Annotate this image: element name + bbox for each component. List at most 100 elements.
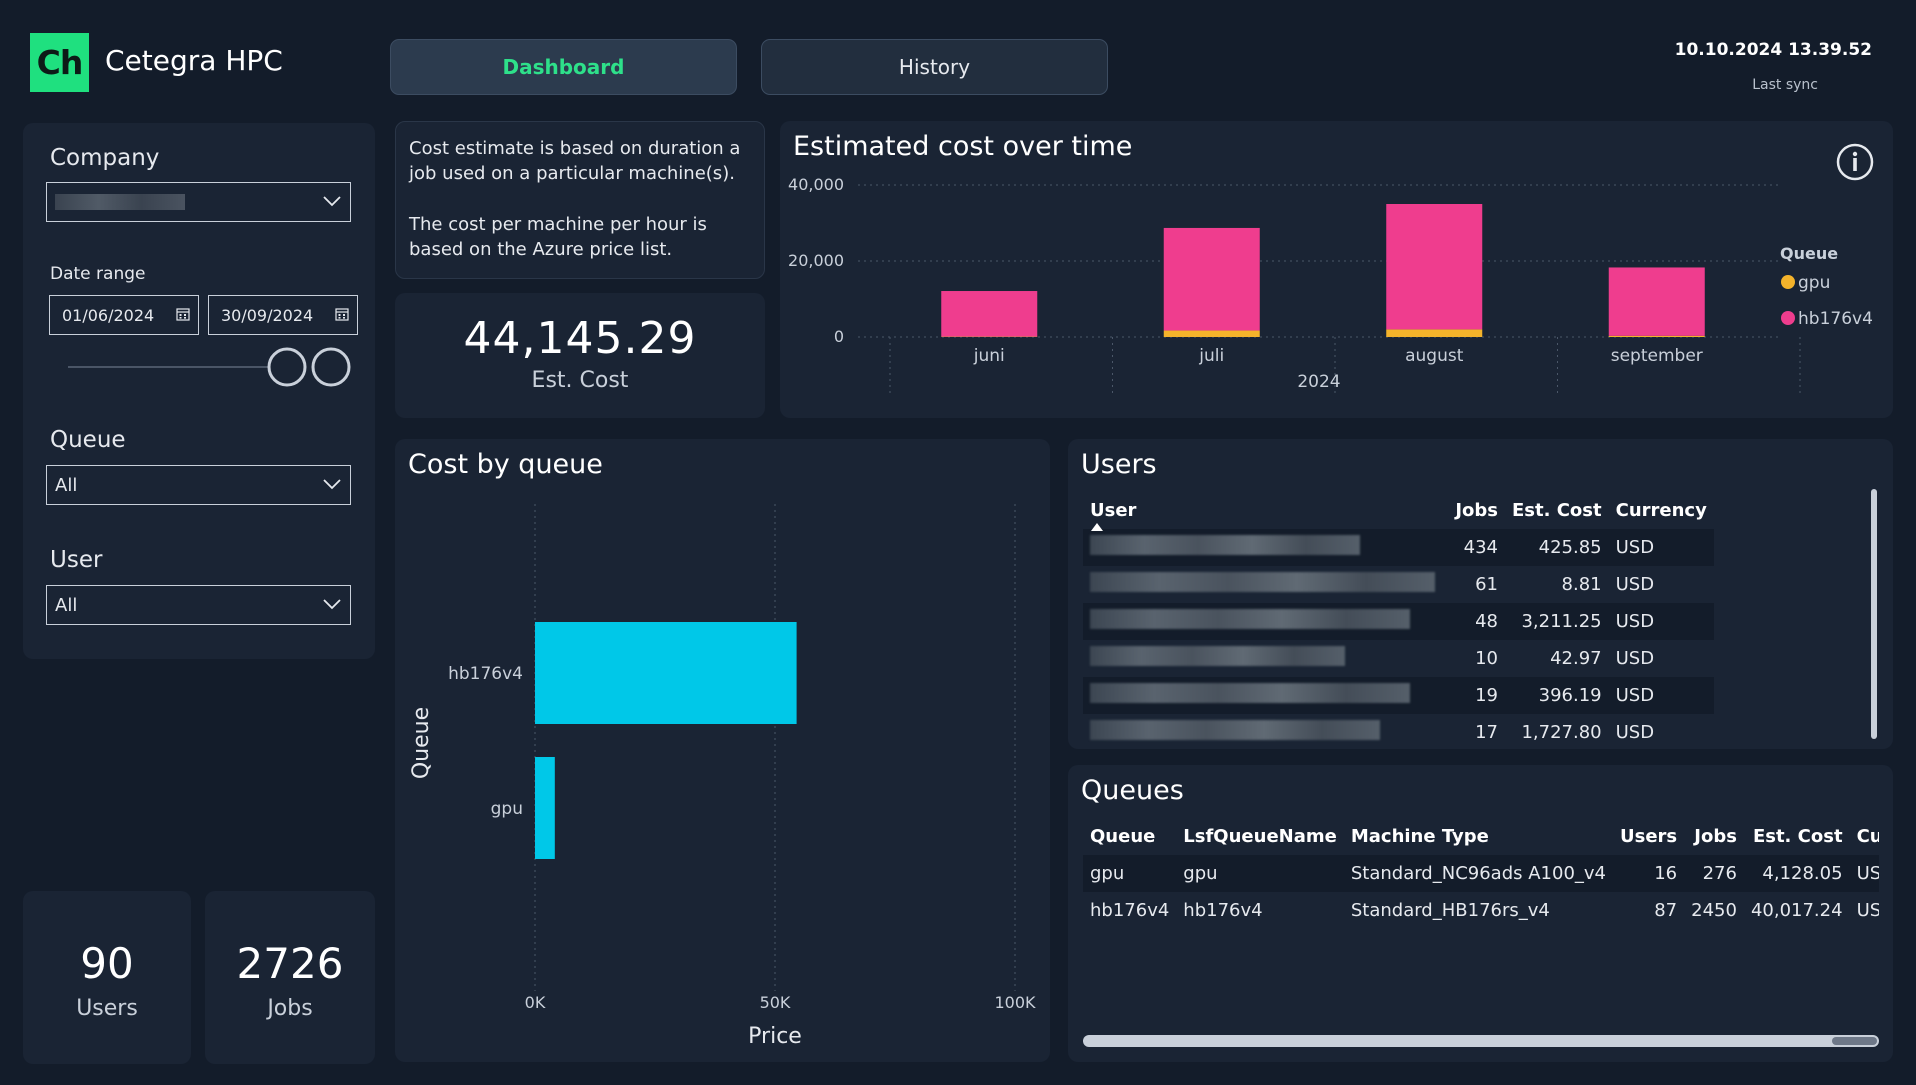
col-header-jobs[interactable]: Jobs — [1694, 825, 1737, 847]
y-tick-label: 20,000 — [788, 251, 844, 270]
bar-gpu[interactable] — [535, 757, 555, 859]
queues-table: Queue LsfQueueName Machine Type Users Jo… — [1083, 817, 1879, 929]
col-header-currency[interactable]: Currency — [1856, 825, 1879, 847]
table-row[interactable]: hb176v4 hb176v4 Standard_HB176rs_v4 87 2450 4… — [1083, 892, 1879, 929]
company-select[interactable] — [46, 182, 351, 222]
scrollbar-track-remainder — [1832, 1037, 1877, 1045]
users-table-panel: Users User Jobs Est. Cost Currency 434 42… — [1068, 439, 1893, 749]
user-select-value: All — [55, 594, 78, 616]
table-row[interactable]: 10 42.97 USD — [1083, 640, 1714, 677]
date-to-input[interactable]: 30/09/2024 — [208, 295, 358, 335]
col-header-machine-type[interactable]: Machine Type — [1350, 825, 1489, 847]
bar-hb176v4-august[interactable] — [1386, 204, 1483, 330]
tab-history[interactable]: History — [761, 39, 1108, 95]
user-name-redacted — [1083, 640, 1442, 677]
cost-over-time-chart-panel: Estimated cost over time 40,000 20,000 0 ju… — [780, 121, 1893, 418]
user-name-redacted — [1083, 603, 1442, 640]
cost-over-time-chart: 40,000 20,000 0 juni juli august september 2024… — [788, 175, 1873, 397]
users-table-scrollbar[interactable] — [1871, 489, 1877, 739]
user-currency: USD — [1608, 603, 1714, 640]
user-select[interactable]: All — [46, 585, 351, 625]
user-jobs: 10 — [1475, 648, 1498, 669]
queue-jobs: 2450 — [1691, 900, 1737, 921]
y-tick-label: gpu — [491, 799, 523, 819]
col-header-currency[interactable]: Currency — [1615, 499, 1707, 521]
table-row[interactable]: 61 8.81 USD — [1083, 566, 1714, 603]
tab-history-label: History — [898, 55, 971, 79]
bar-hb176v4-september[interactable] — [1608, 267, 1705, 336]
x-axis-label: 2024 — [1297, 372, 1340, 392]
bar-hb176v4[interactable] — [535, 622, 797, 724]
slider-handle-start[interactable] — [267, 347, 307, 387]
table-row[interactable]: 48 3,211.25 USD — [1083, 603, 1714, 640]
queue-select-value: All — [55, 474, 78, 496]
legend-label-hb176v4[interactable]: hb176v4 — [1798, 309, 1873, 329]
users-table: User Jobs Est. Cost Currency 434 425.85 US… — [1083, 491, 1714, 749]
col-header-est-cost[interactable]: Est. Cost — [1512, 499, 1602, 521]
table-row[interactable]: 434 425.85 USD — [1083, 529, 1714, 566]
y-tick-label: 40,000 — [788, 175, 844, 194]
queue-label: Queue — [50, 427, 126, 453]
users-kpi-card: 90 Users — [23, 891, 191, 1064]
sort-ascending-icon[interactable] — [1091, 523, 1103, 531]
legend-marker-hb176v4[interactable] — [1781, 311, 1795, 325]
machine-type: Standard_NC96ads A100_v4 — [1343, 855, 1613, 892]
chevron-down-icon — [323, 599, 341, 610]
x-tick-label: 0K — [525, 993, 546, 1012]
app-logo: Ch — [30, 33, 89, 92]
user-est-cost: 3,211.25 — [1505, 603, 1609, 640]
table-row[interactable]: 17 1,727.80 USD — [1083, 714, 1714, 749]
queue-users: 16 — [1613, 855, 1685, 892]
logo-text: Ch — [36, 43, 84, 82]
col-header-user[interactable]: User — [1083, 491, 1442, 531]
user-jobs: 434 — [1442, 529, 1505, 566]
bar-hb176v4-juli[interactable] — [1163, 227, 1260, 331]
user-est-cost: 1,727.80 — [1521, 722, 1602, 743]
bar-gpu-september[interactable] — [1608, 335, 1705, 337]
table-row[interactable]: gpu gpu Standard_NC96ads A100_v4 16 276 4,128… — [1083, 855, 1879, 892]
x-axis-label: Price — [748, 1024, 802, 1049]
user-est-cost: 396.19 — [1505, 677, 1609, 714]
users-table-title: Users — [1081, 449, 1157, 480]
queues-table-panel: Queues Queue LsfQueueName Machine Type U… — [1068, 765, 1893, 1062]
user-jobs: 19 — [1442, 677, 1505, 714]
user-est-cost: 425.85 — [1505, 529, 1609, 566]
filter-panel: Company Date range 01/06/2024 30/09/2024… — [23, 123, 375, 659]
app-title: Cetegra HPC — [105, 44, 283, 77]
calendar-icon[interactable] — [335, 307, 349, 321]
cost-by-queue-chart: 0K 50K 100K hb176v4 gpu Price Queue — [409, 504, 1036, 1049]
queue-select[interactable]: All — [46, 465, 351, 505]
y-tick-label: hb176v4 — [448, 664, 523, 684]
queues-table-viewport: Queue LsfQueueName Machine Type Users Jo… — [1083, 817, 1879, 929]
col-header-jobs[interactable]: Jobs — [1455, 499, 1498, 521]
bar-gpu-juli[interactable] — [1163, 330, 1260, 337]
user-name-redacted — [1083, 529, 1442, 566]
legend-marker-gpu[interactable] — [1781, 275, 1795, 289]
user-currency: USD — [1615, 722, 1655, 743]
table-row[interactable]: 19 396.19 USD — [1083, 677, 1714, 714]
col-header-lsfqueuename[interactable]: LsfQueueName — [1183, 825, 1337, 847]
jobs-kpi-label: Jobs — [267, 996, 313, 1021]
bar-gpu-august[interactable] — [1386, 329, 1483, 337]
est-cost-label: Est. Cost — [531, 368, 629, 393]
queue-currency: USD — [1849, 855, 1879, 892]
bar-hb176v4-juni[interactable] — [941, 291, 1038, 337]
col-header-est-cost[interactable]: Est. Cost — [1752, 825, 1843, 847]
legend-title: Queue — [1780, 244, 1838, 263]
x-tick-label: august — [1405, 346, 1464, 366]
slider-handle-end[interactable] — [311, 347, 351, 387]
legend-label-gpu[interactable]: gpu — [1798, 273, 1830, 293]
tab-dashboard[interactable]: Dashboard — [390, 39, 737, 95]
queue-name: hb176v4 — [1090, 900, 1170, 921]
calendar-icon[interactable] — [176, 307, 190, 321]
x-tick-label: 100K — [994, 993, 1036, 1012]
users-kpi-label: Users — [76, 996, 138, 1021]
date-from-input[interactable]: 01/06/2024 — [49, 295, 199, 335]
x-tick-label: september — [1611, 346, 1703, 366]
info-icon[interactable] — [1835, 142, 1875, 182]
date-range-slider[interactable] — [23, 343, 375, 393]
user-name-redacted — [1083, 566, 1442, 603]
col-header-queue[interactable]: Queue — [1090, 825, 1156, 847]
queues-horizontal-scrollbar[interactable] — [1083, 1035, 1879, 1047]
col-header-users[interactable]: Users — [1620, 825, 1678, 847]
